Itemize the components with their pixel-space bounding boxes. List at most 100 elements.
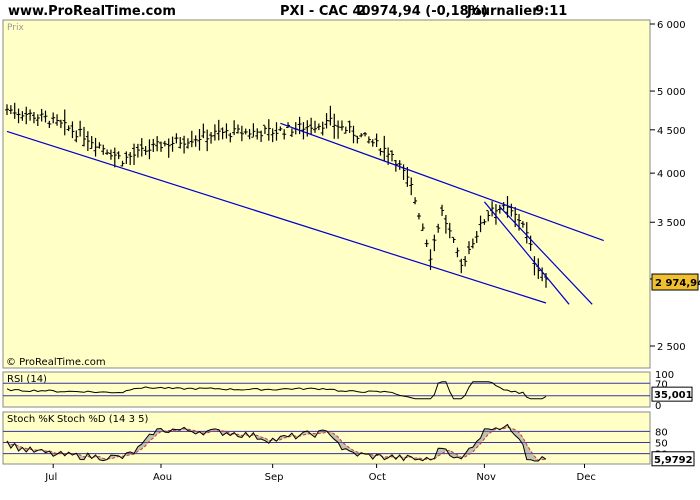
price-bar <box>520 221 525 228</box>
price-bar <box>31 111 36 124</box>
header-site: www.ProRealTime.com <box>8 4 176 19</box>
price-bar <box>24 106 29 125</box>
price-bar <box>478 215 483 233</box>
last-price-box <box>651 273 699 291</box>
price-bar <box>270 128 275 143</box>
price-bar <box>8 105 13 115</box>
price-bar <box>382 135 387 161</box>
stoch-k-title: Stoch %K <box>7 414 55 425</box>
price-bar <box>58 119 63 129</box>
trend-line <box>499 206 593 305</box>
price-bar <box>178 136 183 149</box>
price-bar <box>70 121 75 139</box>
x-tick-label: Nov <box>476 472 496 483</box>
price-bar <box>135 143 140 158</box>
y-tick-label: 6 000 <box>657 20 686 31</box>
price-bar <box>243 128 248 135</box>
rsi-last-box <box>651 386 693 402</box>
price-bar <box>309 117 314 136</box>
trend-line <box>483 201 570 305</box>
rsi-tick-label: 0 <box>655 401 661 412</box>
stoch-tick-label: 80 <box>655 427 668 438</box>
price-bar <box>66 125 71 132</box>
rsi-last-label: 35,001 <box>654 390 693 401</box>
price-bar <box>143 146 148 156</box>
price-panel-title: Prix <box>7 23 24 33</box>
price-bar <box>451 236 456 244</box>
price-bar <box>266 119 271 141</box>
y-tick-label: 5 000 <box>657 87 686 98</box>
price-bar <box>420 223 425 231</box>
price-bar <box>305 120 310 137</box>
stoch-k-line <box>6 423 547 462</box>
price-bar <box>189 130 194 148</box>
price-bar <box>89 136 94 149</box>
price-bar <box>366 136 371 144</box>
price-bar <box>339 120 344 131</box>
price-bar <box>193 135 198 147</box>
price-bar <box>124 151 129 164</box>
price-bar <box>209 132 214 144</box>
x-tick-label: Oct <box>369 472 386 483</box>
price-bar <box>397 160 402 170</box>
price-bar <box>320 121 325 136</box>
rsi-panel-title: RSI (14) <box>7 374 47 385</box>
price-bar <box>132 143 137 165</box>
price-bar <box>474 231 479 243</box>
price-bar <box>159 141 163 152</box>
stoch-last-label: 5,9792 <box>654 455 693 466</box>
price-bar <box>120 160 125 167</box>
price-bar <box>251 123 256 138</box>
price-bar <box>390 150 394 162</box>
price-bar <box>378 147 383 156</box>
price-panel <box>2 19 651 369</box>
price-bar <box>328 105 333 126</box>
trend-line <box>280 122 604 242</box>
price-bar <box>432 234 437 252</box>
price-bar <box>101 144 106 155</box>
price-bar <box>313 120 317 133</box>
price-bar <box>447 222 452 239</box>
price-bar <box>139 138 144 157</box>
price-bar <box>405 166 410 187</box>
price-bar <box>363 132 368 137</box>
price-bar <box>440 204 445 216</box>
y-tick-label: 3 500 <box>657 218 686 229</box>
price-bar <box>47 120 52 129</box>
price-bar <box>39 108 44 122</box>
price-bar <box>35 114 40 127</box>
price-bar <box>274 122 279 141</box>
price-bar <box>455 247 460 258</box>
price-bar <box>524 222 529 244</box>
price-bar <box>212 124 217 141</box>
price-bar <box>55 114 60 126</box>
price-bar <box>332 113 337 139</box>
price-bar <box>116 151 121 160</box>
price-bar <box>255 128 260 140</box>
rsi-tick-label: 70 <box>655 379 668 390</box>
price-bar <box>85 131 90 151</box>
price-bar <box>232 120 237 136</box>
rsi-tick-label: 100 <box>655 370 674 381</box>
x-tick-label: Dec <box>577 472 596 483</box>
price-bar <box>43 110 48 123</box>
price-bar <box>347 120 352 133</box>
price-bar <box>216 119 221 141</box>
price-bar <box>262 124 267 135</box>
x-tick-label: Aou <box>153 472 172 483</box>
price-bar <box>482 219 487 225</box>
price-bar <box>355 135 360 144</box>
header-time: 9:11 <box>535 4 567 19</box>
price-bar <box>239 125 244 142</box>
price-bar <box>493 204 498 225</box>
price-bar <box>316 123 321 131</box>
price-bar <box>51 112 56 124</box>
y-tick-label: 4 000 <box>657 169 686 180</box>
rsi-line <box>6 381 547 400</box>
price-bar <box>436 223 441 233</box>
price-bar <box>247 128 252 140</box>
price-bar <box>82 126 86 147</box>
price-bar <box>374 133 379 147</box>
price-bar <box>205 129 210 152</box>
